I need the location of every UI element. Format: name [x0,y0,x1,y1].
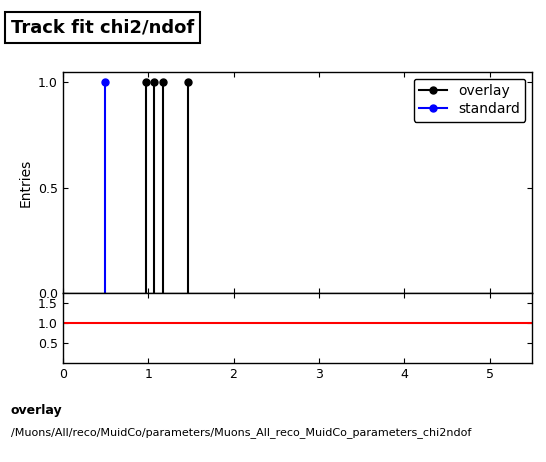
Text: overlay: overlay [11,404,63,417]
Y-axis label: Entries: Entries [19,158,32,207]
Legend: overlay, standard: overlay, standard [413,79,525,122]
Text: Track fit chi2/ndof: Track fit chi2/ndof [11,18,194,36]
Text: /Muons/All/reco/MuidCo/parameters/Muons_All_reco_MuidCo_parameters_chi2ndof: /Muons/All/reco/MuidCo/parameters/Muons_… [11,427,471,438]
